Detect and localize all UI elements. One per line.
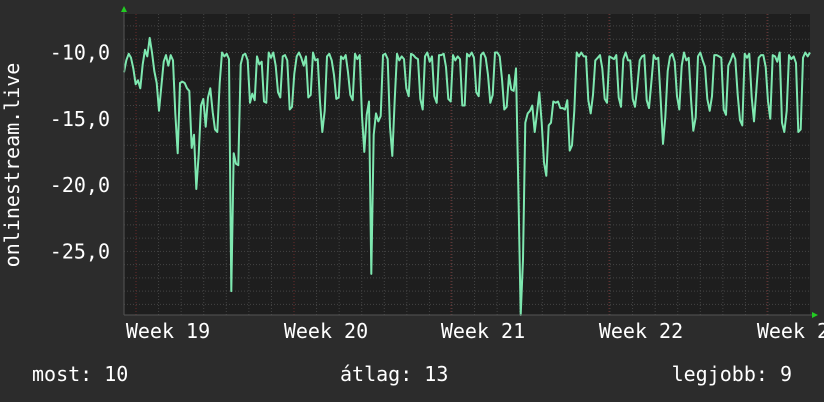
x-tick-label: Week 23 xyxy=(757,319,824,343)
week-markers xyxy=(135,14,768,315)
stat-average: átlag: 13 xyxy=(340,362,448,386)
stat-now-label: most: xyxy=(32,362,93,386)
y-tick-label: -20,0 xyxy=(50,173,110,197)
stat-best-label: legjobb: xyxy=(671,362,768,386)
series-line xyxy=(123,36,811,316)
y-tick-label: -10,0 xyxy=(50,40,110,64)
x-tick-label: Week 20 xyxy=(284,319,368,343)
x-tick-label: Week 19 xyxy=(126,319,210,343)
x-tick-label: Week 21 xyxy=(441,319,525,343)
x-tick-labels: Week 19 Week 20 Week 21 Week 22 Week 23 xyxy=(126,319,824,343)
y-tick-labels: -10,0 -15,0 -20,0 -25,0 xyxy=(50,40,110,263)
y-axis-label: onlinestream.live xyxy=(0,63,24,268)
axes xyxy=(121,6,818,318)
series-layer xyxy=(123,36,811,316)
stat-now: most: 10 xyxy=(32,362,128,386)
stat-average-value: 13 xyxy=(424,362,449,386)
stat-average-label: átlag: xyxy=(340,362,413,386)
y-tick-label: -25,0 xyxy=(50,239,110,263)
x-axis-arrow xyxy=(812,312,818,318)
stat-best: legjobb: 9 xyxy=(672,362,792,386)
stat-best-value: 9 xyxy=(779,362,792,386)
y-axis-arrow xyxy=(121,6,127,12)
stat-now-value: 10 xyxy=(104,362,129,386)
y-tick-label: -15,0 xyxy=(50,107,110,131)
x-tick-label: Week 22 xyxy=(599,319,683,343)
